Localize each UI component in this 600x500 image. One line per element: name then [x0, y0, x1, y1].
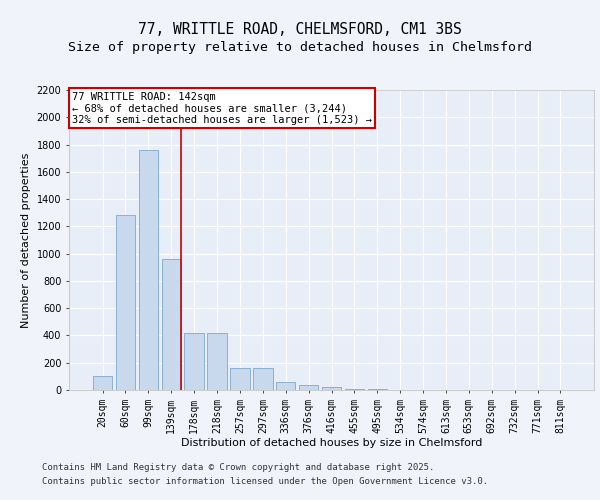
Text: Contains public sector information licensed under the Open Government Licence v3: Contains public sector information licen…: [42, 477, 488, 486]
Bar: [139, 150, 158, 390]
Bar: [344, 388, 364, 390]
Text: 77 WRITTLE ROAD: 142sqm
← 68% of detached houses are smaller (3,244)
32% of semi: 77 WRITTLE ROAD: 142sqm ← 68% of detache…: [71, 92, 371, 124]
Bar: [230, 368, 250, 390]
Bar: [184, 332, 204, 390]
Text: Contains HM Land Registry data © Crown copyright and database right 2025.: Contains HM Land Registry data © Crown c…: [42, 464, 434, 472]
Bar: [161, 259, 181, 390]
X-axis label: Distribution of detached houses by size in Chelmsford: Distribution of detached houses by size …: [181, 438, 482, 448]
Bar: [322, 388, 341, 390]
Text: Size of property relative to detached houses in Chelmsford: Size of property relative to detached ho…: [68, 41, 532, 54]
Bar: [208, 332, 227, 390]
Y-axis label: Number of detached properties: Number of detached properties: [21, 152, 31, 328]
Bar: [276, 382, 295, 390]
Bar: [253, 368, 272, 390]
Bar: [93, 376, 112, 390]
Bar: [299, 384, 319, 390]
Text: 77, WRITTLE ROAD, CHELMSFORD, CM1 3BS: 77, WRITTLE ROAD, CHELMSFORD, CM1 3BS: [138, 22, 462, 38]
Bar: [116, 216, 135, 390]
